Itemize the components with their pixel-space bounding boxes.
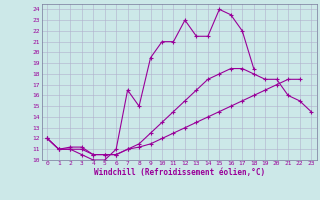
X-axis label: Windchill (Refroidissement éolien,°C): Windchill (Refroidissement éolien,°C)	[94, 168, 265, 177]
